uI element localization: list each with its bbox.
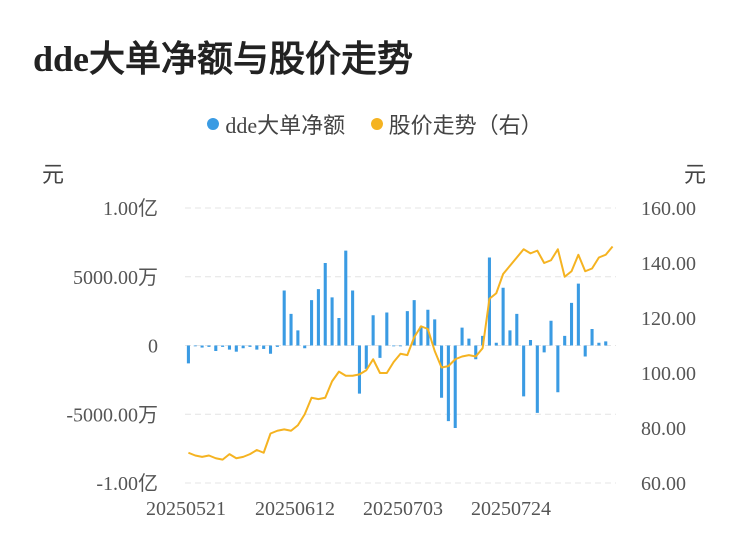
left-axis-unit: 元 [42,162,65,187]
bar [214,345,218,351]
bar [426,309,430,346]
bar [412,300,416,346]
bar [440,345,444,398]
left-tick-label: -1.00亿 [96,472,158,495]
left-tick-label: 5000.00万 [73,267,158,289]
left-tick-label: 0 [148,336,158,358]
bar [323,263,327,346]
bar [200,345,204,348]
x-tick-label: 20250521 [146,498,226,520]
bar [371,315,375,346]
bar [351,290,355,346]
bar [310,300,314,346]
bar [419,326,423,346]
bar [563,335,567,346]
bar [207,345,211,347]
left-tick-label: 1.00亿 [103,197,158,220]
bar [446,345,450,422]
bar [556,345,560,393]
bar [542,345,546,353]
bar [398,345,403,347]
bar [289,313,293,346]
bar [576,283,580,346]
bar [268,345,273,354]
bar [535,345,539,413]
bar [467,338,471,346]
bar [344,250,348,346]
bar [262,345,266,349]
bar [248,345,252,347]
bar [405,311,409,346]
x-tick-label: 20250724 [471,498,551,520]
legend: dde大单净额 股价走势（右） [0,108,750,140]
bar [522,345,526,397]
right-tick-label: 60.00 [641,473,686,495]
bar [241,345,245,349]
x-tick-label: 20250612 [255,498,335,520]
bar [528,340,533,346]
price-line [188,245,614,461]
right-tick-label: 80.00 [641,418,686,440]
right-tick-label: 120.00 [641,308,696,330]
bar [357,345,361,394]
bar [316,289,320,346]
bar [255,345,259,350]
left-tick-label: -5000.00万 [66,404,158,426]
bar [364,345,368,369]
bar [494,342,498,346]
bar [590,329,594,346]
x-tick-label: 20250703 [363,498,443,520]
bar [583,345,587,357]
bar [460,327,464,346]
bar [337,318,341,346]
bar [234,345,238,352]
right-tick-label: 160.00 [641,198,696,220]
bar [481,335,485,346]
bar [453,345,457,428]
bar [221,345,225,347]
bar [303,345,307,349]
bar [515,313,519,346]
right-tick-label: 100.00 [641,363,696,385]
legend-dot-dde [207,118,220,130]
bar [392,345,396,347]
bar [378,345,382,358]
legend-label-dde: dde大单净额 [225,113,346,138]
bar [569,302,574,346]
bar [501,287,505,346]
bar [330,297,334,346]
chart-title: dde大单净额与股价走势 [33,39,414,79]
bar [474,345,478,360]
bar [227,345,232,350]
legend-item-price[interactable]: 股价走势（右） [370,108,543,140]
bar [385,312,389,346]
right-tick-label: 140.00 [641,253,696,275]
right-axis-unit: 元 [684,162,707,187]
bar [549,320,553,346]
bar [275,345,279,347]
legend-label-price: 股价走势（右） [388,113,543,138]
bar [193,345,197,347]
legend-dot-price [370,118,383,130]
bar [597,342,601,346]
legend-item-dde[interactable]: dde大单净额 [207,108,345,140]
bar [433,319,437,346]
bar [508,330,512,346]
bar [282,290,286,346]
bar [186,345,190,364]
bar [604,341,608,346]
bar [296,330,300,346]
